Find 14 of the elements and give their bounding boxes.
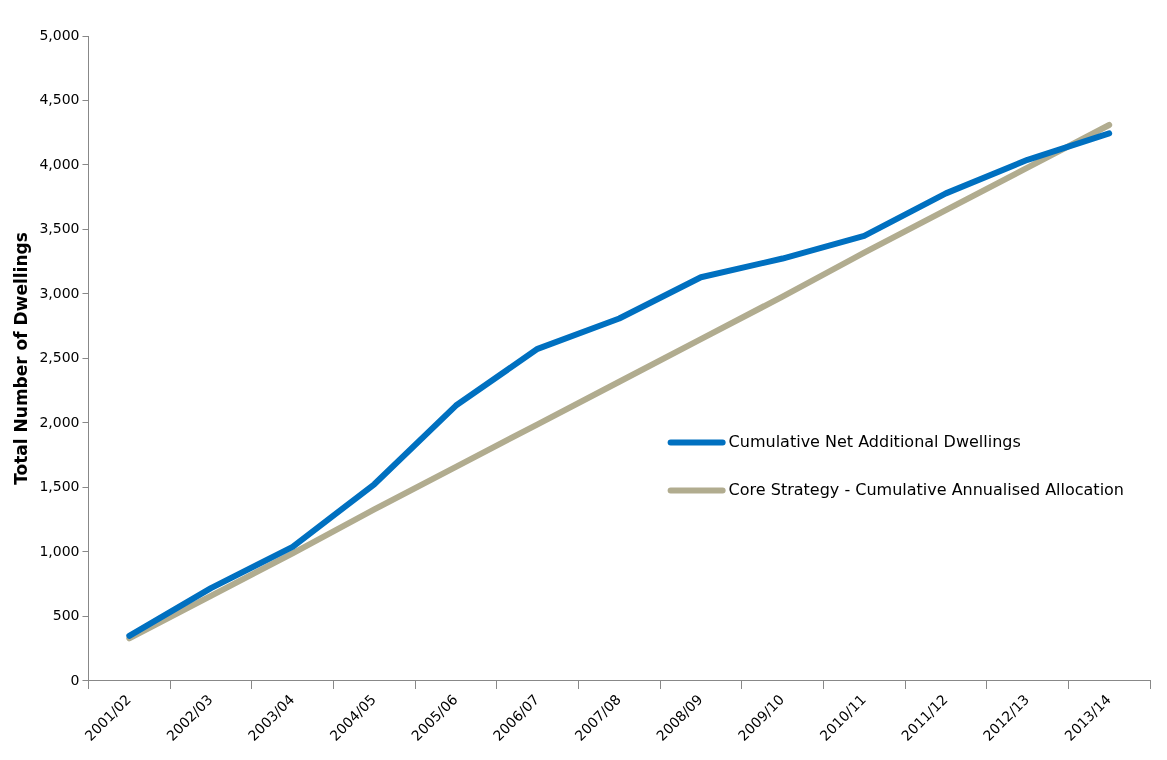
y-tick-label: 2,500	[39, 349, 80, 366]
y-tick-label: 0	[70, 671, 80, 688]
y-tick-label: 2,000	[39, 413, 80, 430]
legend-label: Cumulative Net Additional Dwellings	[728, 431, 1021, 451]
y-tick-label: 5,000	[39, 26, 80, 43]
y-tick-label: 4,500	[39, 91, 80, 108]
y-tick-label: 3,000	[39, 284, 80, 301]
legend-label: Core Strategy - Cumulative Annualised Allocation	[728, 479, 1125, 499]
y-axis-title: Total Number of Dwellings	[10, 232, 31, 485]
y-tick-label: 500	[52, 607, 80, 624]
y-tick-label: 1,000	[39, 542, 80, 559]
y-tick-label: 4,000	[39, 155, 80, 172]
y-tick-label: 3,500	[39, 220, 80, 237]
y-tick-label: 1,500	[39, 478, 80, 495]
